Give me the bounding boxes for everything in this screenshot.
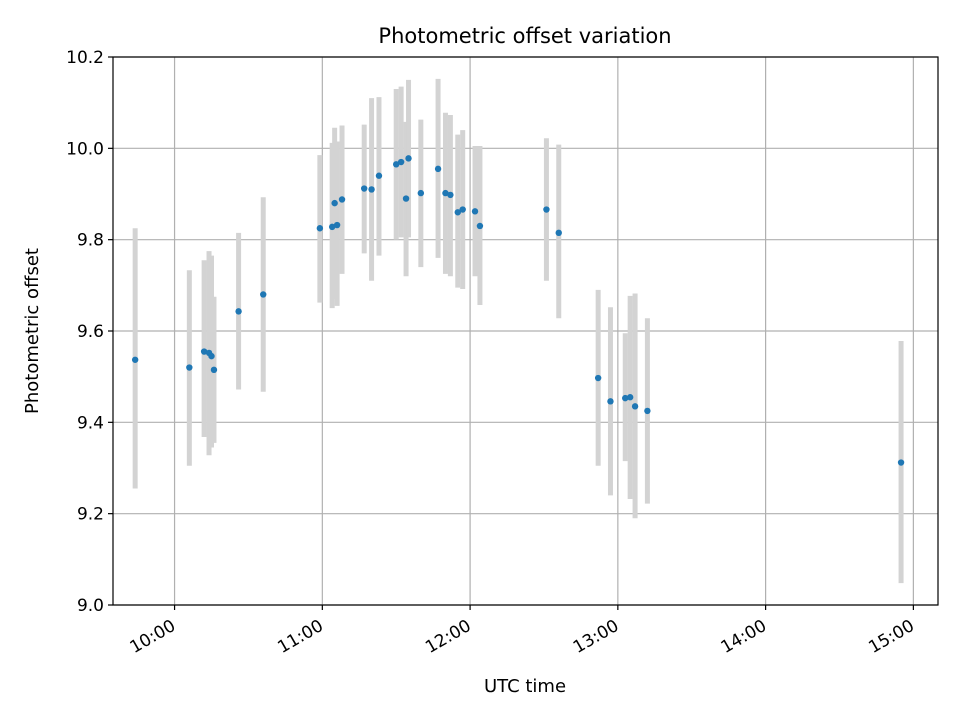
data-point bbox=[454, 209, 461, 216]
data-point bbox=[626, 394, 634, 401]
x-tick-label: 10:00 bbox=[127, 616, 179, 658]
y-tick-label: 9.2 bbox=[77, 505, 104, 525]
data-point bbox=[375, 172, 383, 179]
data-point bbox=[644, 407, 651, 415]
data-point bbox=[555, 229, 562, 237]
x-tick-label: 11:00 bbox=[274, 616, 326, 658]
data-point bbox=[594, 374, 602, 382]
data-point bbox=[368, 186, 375, 193]
y-tick-label: 9.0 bbox=[77, 596, 104, 616]
data-point bbox=[447, 191, 454, 199]
data-point bbox=[471, 208, 479, 215]
y-axis-label: Photometric offset bbox=[22, 248, 43, 414]
x-tick-label: 13:00 bbox=[570, 616, 622, 658]
y-tick-label: 10.2 bbox=[66, 48, 104, 68]
data-point bbox=[393, 161, 400, 168]
data-point bbox=[260, 291, 267, 298]
data-point bbox=[476, 222, 484, 230]
y-tick-label: 9.6 bbox=[77, 322, 104, 342]
chart-title: Photometric offset variation bbox=[378, 24, 671, 48]
y-tick-label: 9.4 bbox=[77, 413, 104, 433]
data-points bbox=[131, 155, 905, 466]
data-point bbox=[131, 356, 139, 363]
x-tick-label: 14:00 bbox=[718, 616, 770, 658]
data-point bbox=[333, 221, 341, 229]
x-tick-label: 15:00 bbox=[865, 616, 917, 658]
data-point bbox=[405, 155, 412, 162]
data-point bbox=[360, 185, 368, 192]
data-point bbox=[235, 308, 242, 315]
data-point bbox=[622, 394, 629, 402]
data-point bbox=[434, 165, 442, 173]
data-point bbox=[897, 459, 905, 466]
data-point bbox=[331, 199, 338, 207]
data-point bbox=[210, 366, 218, 374]
data-point bbox=[607, 398, 614, 405]
data-point bbox=[208, 352, 215, 360]
data-point bbox=[631, 403, 639, 410]
data-point bbox=[338, 196, 346, 203]
data-point bbox=[459, 206, 466, 213]
data-point bbox=[328, 223, 336, 231]
axis-ticks: 10:00 11:00 12:00 13:00 14:00 15:00 9.0 9.2 9.4 9… bbox=[66, 48, 918, 658]
data-point bbox=[397, 158, 405, 166]
x-axis-label: UTC time bbox=[484, 676, 566, 697]
data-point bbox=[402, 195, 410, 202]
data-point bbox=[543, 206, 550, 213]
data-point bbox=[417, 189, 425, 197]
data-point bbox=[442, 189, 449, 197]
data-point bbox=[200, 348, 208, 355]
data-point bbox=[186, 364, 193, 371]
y-tick-label: 10.0 bbox=[66, 139, 104, 159]
data-point bbox=[316, 225, 324, 232]
y-tick-label: 9.8 bbox=[77, 231, 104, 251]
x-tick-label: 12:00 bbox=[422, 616, 474, 658]
